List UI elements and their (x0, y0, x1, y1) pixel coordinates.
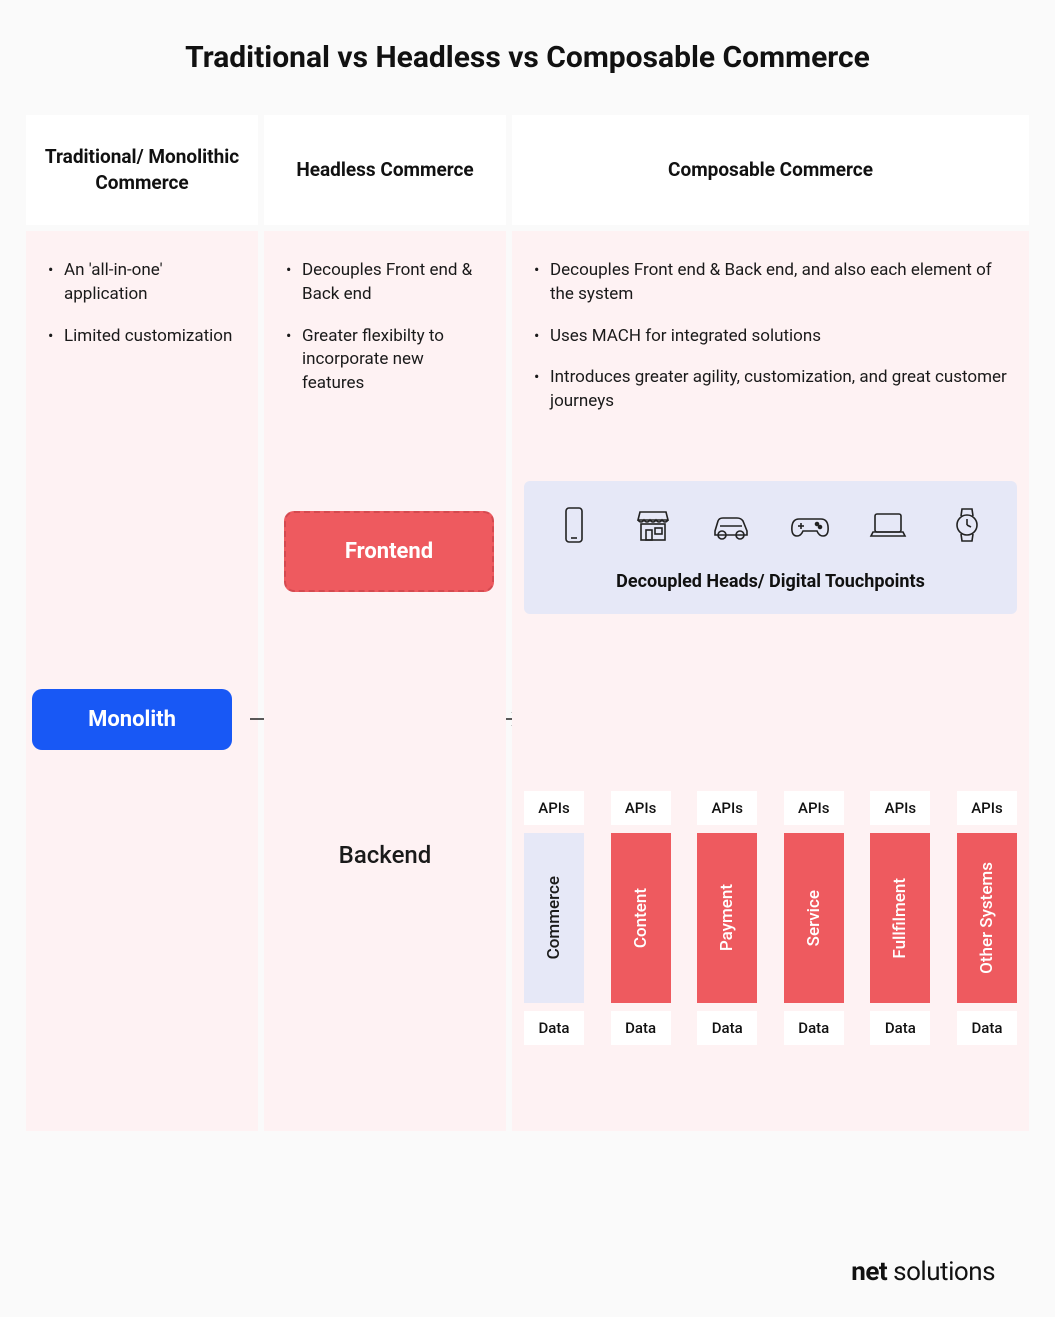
ms-col-commerce: APIs Commerce Data (524, 791, 584, 1045)
microservices-row: APIs Commerce Data APIs Content Data API… (524, 791, 1017, 1045)
header-traditional-label: Traditional/ Monolithic Commerce (44, 144, 240, 195)
bullet-item: An 'all-in-one' application (46, 259, 238, 307)
bullet-item: Limited customization (46, 325, 238, 349)
bullet-item: Decouples Front end & Back end (284, 259, 486, 307)
ms-api-label: APIs (697, 791, 757, 825)
comparison-grid: Traditional/ Monolithic Commerce Headles… (20, 115, 1035, 1131)
ms-bar: Service (784, 833, 844, 1003)
ms-bar: Commerce (524, 833, 584, 1003)
bullet-item: Introduces greater agility, customizatio… (532, 366, 1009, 414)
laptop-icon (864, 501, 912, 549)
ms-api-label: APIs (611, 791, 671, 825)
brand-logo: net solutions (851, 1257, 995, 1287)
stage-monolith: Monolith (32, 689, 232, 750)
ms-col-fulfilment: APIs Fullfilment Data (870, 791, 930, 1045)
brand-part2: solutions (893, 1257, 995, 1287)
col-composable: Decouples Front end & Back end, and also… (512, 231, 1029, 1131)
bullet-item: Decouples Front end & Back end, and also… (532, 259, 1009, 307)
store-icon (629, 501, 677, 549)
touchpoints-icons (542, 501, 999, 549)
car-icon (707, 501, 755, 549)
backend-label: Backend (264, 841, 506, 869)
bullet-item: Uses MACH for integrated solutions (532, 325, 1009, 349)
ms-api-label: APIs (784, 791, 844, 825)
touchpoints-panel: Decoupled Heads/ Digital Touchpoints (524, 481, 1017, 614)
gamepad-icon (786, 501, 834, 549)
ms-col-service: APIs Service Data (784, 791, 844, 1045)
header-headless-label: Headless Commerce (296, 157, 473, 183)
ms-bar: Content (611, 833, 671, 1003)
bullet-item: Greater flexibilty to incorporate new fe… (284, 325, 486, 396)
watch-icon (943, 501, 991, 549)
page-title: Traditional vs Headless vs Composable Co… (20, 40, 1035, 75)
mobile-icon (550, 501, 598, 549)
header-composable-label: Composable Commerce (668, 157, 873, 183)
brand-part1: net (851, 1257, 887, 1287)
ms-col-content: APIs Content Data (611, 791, 671, 1045)
touchpoints-label: Decoupled Heads/ Digital Touchpoints (542, 571, 999, 592)
ms-data-label: Data (611, 1011, 671, 1045)
ms-bar: Fullfilment (870, 833, 930, 1003)
ms-bar: Other Systems (957, 833, 1017, 1003)
ms-bar: Payment (697, 833, 757, 1003)
ms-data-label: Data (697, 1011, 757, 1045)
col-traditional: An 'all-in-one' application Limited cust… (26, 231, 258, 1131)
ms-api-label: APIs (524, 791, 584, 825)
header-traditional: Traditional/ Monolithic Commerce (26, 115, 258, 225)
ms-data-label: Data (524, 1011, 584, 1045)
col-headless: Decouples Front end & Back end Greater f… (264, 231, 506, 1131)
header-headless: Headless Commerce (264, 115, 506, 225)
ms-col-other: APIs Other Systems Data (957, 791, 1017, 1045)
bullets-composable: Decouples Front end & Back end, and also… (532, 259, 1009, 414)
ms-data-label: Data (957, 1011, 1017, 1045)
frontend-box: Frontend (284, 511, 494, 592)
header-composable: Composable Commerce (512, 115, 1029, 225)
ms-api-label: APIs (957, 791, 1017, 825)
bullets-headless: Decouples Front end & Back end Greater f… (284, 259, 486, 396)
ms-data-label: Data (784, 1011, 844, 1045)
bullets-traditional: An 'all-in-one' application Limited cust… (46, 259, 238, 348)
ms-data-label: Data (870, 1011, 930, 1045)
ms-col-payment: APIs Payment Data (697, 791, 757, 1045)
ms-api-label: APIs (870, 791, 930, 825)
